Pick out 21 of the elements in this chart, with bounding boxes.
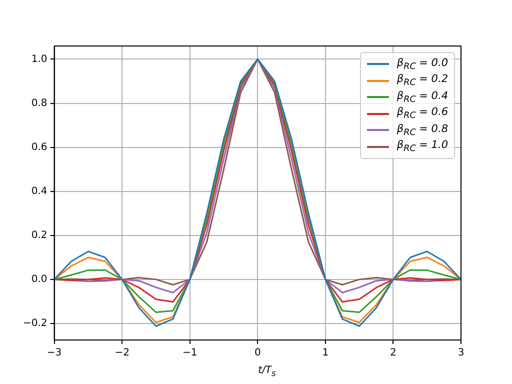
y-tick-label: 0.8 <box>31 98 48 109</box>
y-tick-label: 0.4 <box>31 186 48 197</box>
legend-label: β$_{RC}$ = 0.6 <box>396 106 448 122</box>
x-tick-label: −2 <box>114 348 130 359</box>
x-tick-label: 0 <box>254 348 261 359</box>
x-tick-label: −3 <box>46 348 62 359</box>
y-tick-label: 0.6 <box>31 142 48 153</box>
x-tick-label: 1 <box>322 348 329 359</box>
legend-label: β$_{RC}$ = 0.2 <box>396 73 448 88</box>
y-tick-label: 1.0 <box>31 54 48 65</box>
legend-label: β$_{RC}$ = 0.4 <box>396 90 448 105</box>
y-tick-label: −0.2 <box>22 318 48 330</box>
y-tick-label: 0.2 <box>31 230 48 241</box>
x-tick-label: 3 <box>458 348 464 359</box>
x-tick-label: 2 <box>390 348 396 359</box>
legend-label: β$_{RC}$ = 1.0 <box>396 139 448 154</box>
x-axis-title: t/T$_{s}$ <box>257 365 277 378</box>
y-tick-label: 0.0 <box>31 274 48 286</box>
x-tick-label: −1 <box>182 348 198 359</box>
legend-label: β$_{RC}$ = 0.8 <box>396 122 448 138</box>
legend-label: β$_{RC}$ = 0.0 <box>396 56 448 72</box>
